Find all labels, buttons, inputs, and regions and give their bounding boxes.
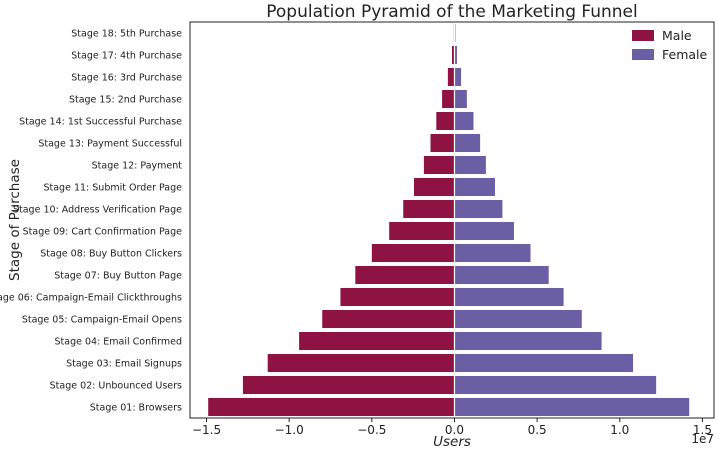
legend-swatch-female — [632, 49, 654, 60]
bar-female-15 — [454, 89, 467, 109]
x-tick-label: 0.5 — [528, 423, 547, 437]
category-label: Stage 06: Campaign-Email Clickthroughs — [0, 293, 182, 304]
category-labels: Stage 01: Browsers Stage 02: Unbounced Us… — [0, 29, 182, 414]
legend: Male Female — [632, 28, 708, 62]
bar-female-13 — [454, 133, 481, 153]
bar-male-9 — [389, 221, 455, 241]
legend-label-female: Female — [662, 47, 708, 62]
bar-female-11 — [454, 177, 495, 197]
legend-swatch-male — [632, 30, 654, 41]
category-label: Stage 12: Payment — [92, 161, 183, 172]
chart-title: Population Pyramid of the Marketing Funn… — [266, 2, 638, 22]
y-axis-label: Stage of Purchase — [7, 159, 23, 281]
category-label: Stage 16: 3rd Purchase — [71, 73, 182, 84]
bar-male-10 — [403, 199, 455, 219]
bar-female-17 — [454, 45, 457, 65]
category-label: Stage 11: Submit Order Page — [43, 183, 182, 194]
category-label: Stage 14: 1st Successful Purchase — [19, 117, 182, 128]
x-axis-offset-label: 1e7 — [691, 432, 714, 446]
bar-female-9 — [454, 221, 514, 241]
bar-male-8 — [371, 243, 455, 263]
category-label: Stage 05: Campaign-Email Opens — [22, 315, 182, 326]
bar-female-3 — [454, 353, 634, 373]
bar-male-1 — [208, 397, 455, 417]
bar-female-7 — [454, 265, 549, 285]
bar-male-13 — [430, 133, 455, 153]
bar-female-8 — [454, 243, 531, 263]
bar-male-7 — [355, 265, 455, 285]
category-label: Stage 13: Payment Successful — [38, 139, 182, 150]
bar-male-2 — [242, 375, 455, 395]
bar-male-6 — [340, 287, 455, 307]
bar-male-12 — [423, 155, 455, 175]
category-label: Stage 01: Browsers — [90, 403, 182, 414]
bar-female-10 — [454, 199, 503, 219]
x-tick-label: −0.5 — [357, 423, 386, 437]
bar-male-4 — [299, 331, 455, 351]
bar-male-16 — [447, 67, 455, 87]
bars-layer — [208, 22, 690, 418]
category-label: Stage 08: Buy Button Clickers — [40, 249, 182, 260]
category-label: Stage 03: Email Signups — [66, 359, 182, 370]
category-label: Stage 18: 5th Purchase — [71, 29, 182, 40]
x-tick-label: −1.0 — [275, 423, 304, 437]
x-tick-label: −1.5 — [192, 423, 221, 437]
category-label: Stage 02: Unbounced Users — [50, 381, 182, 392]
bar-male-17 — [452, 45, 455, 65]
x-axis-label: Users — [433, 434, 471, 450]
bar-female-6 — [454, 287, 564, 307]
bar-female-4 — [454, 331, 602, 351]
category-label: Stage 09: Cart Confirmation Page — [23, 227, 183, 238]
x-axis-ticks: −1.5 −1.0 −0.5 0.0 0.5 1.0 1.5 — [192, 418, 712, 437]
bar-male-5 — [322, 309, 455, 329]
plot-frame — [189, 21, 715, 419]
bar-female-14 — [454, 111, 474, 131]
x-tick-label: 1.5 — [693, 423, 712, 437]
category-label: Stage 10: Address Verification Page — [13, 205, 182, 216]
bar-male-14 — [436, 111, 455, 131]
category-label: Stage 07: Buy Button Page — [54, 271, 182, 282]
bar-male-3 — [267, 353, 455, 373]
x-tick-label: 0.0 — [445, 423, 464, 437]
category-label: Stage 15: 2nd Purchase — [69, 95, 182, 106]
bar-male-11 — [413, 177, 455, 197]
bar-female-1 — [454, 397, 690, 417]
bar-female-2 — [454, 375, 657, 395]
x-tick-label: 1.0 — [610, 423, 629, 437]
category-label: Stage 04: Email Confirmed — [55, 337, 182, 348]
category-label: Stage 17: 4th Purchase — [71, 51, 182, 62]
bar-female-16 — [454, 67, 462, 87]
bar-male-15 — [442, 89, 455, 109]
legend-label-male: Male — [662, 28, 692, 43]
bar-female-5 — [454, 309, 582, 329]
bar-female-12 — [454, 155, 486, 175]
